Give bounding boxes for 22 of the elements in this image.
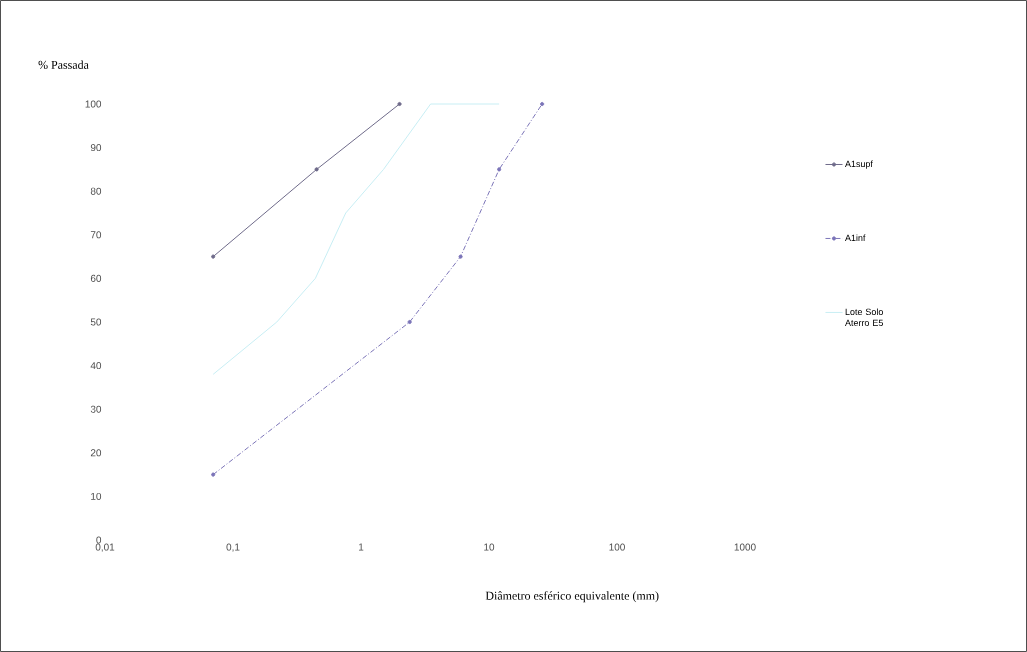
y-axis-title: % Passada	[38, 60, 89, 69]
y-tick-label: 20	[90, 449, 102, 457]
y-tick-label: 30	[90, 405, 102, 413]
x-axis-title: Diâmetro esférico equivalente (mm)	[485, 591, 659, 603]
legend-label: A1inf	[845, 234, 866, 241]
x-tick-label: 1	[358, 543, 364, 551]
y-tick-label: 80	[90, 187, 102, 195]
x-tick-label: 1000	[734, 543, 756, 551]
x-tick-label: 100	[609, 543, 625, 551]
y-tick-label: 50	[90, 318, 102, 326]
x-tick-label: 10	[484, 543, 495, 551]
y-tick-label: 70	[90, 231, 102, 239]
y-tick-label: 100	[85, 100, 102, 108]
y-tick-label: 60	[90, 274, 102, 282]
legend-label: A1supf	[845, 160, 873, 169]
y-tick-label: 90	[90, 144, 102, 152]
x-tick-label: 0,1	[226, 543, 240, 552]
y-tick-label: 10	[91, 492, 102, 500]
y-tick-label: 40	[90, 362, 102, 370]
x-tick-label: 0,01	[95, 543, 115, 552]
legend-label: Lote Solo Aterro E5	[845, 308, 883, 326]
y-tick-label: 0	[96, 536, 102, 544]
